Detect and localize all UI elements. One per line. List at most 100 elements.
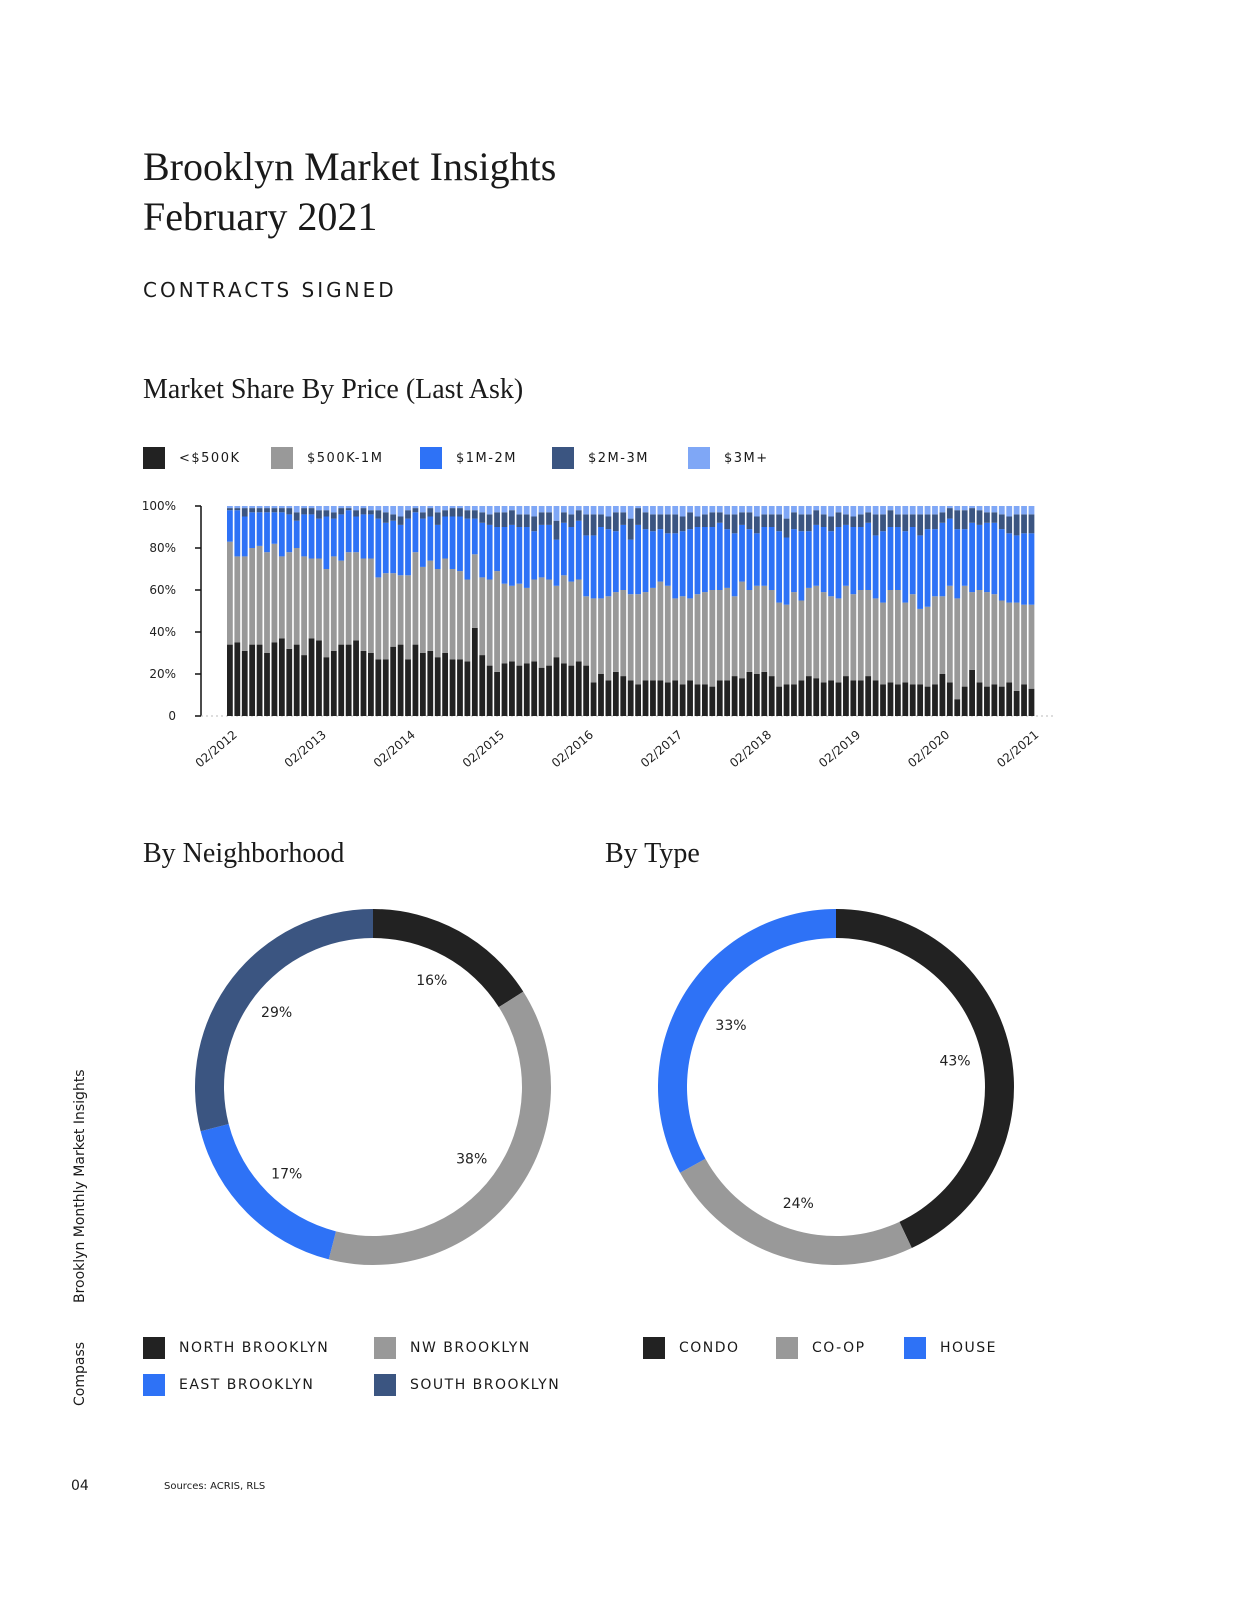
bar-segment xyxy=(575,506,582,511)
bar-segment xyxy=(627,506,634,519)
bar-segment xyxy=(642,680,649,716)
bar-segment xyxy=(932,506,938,515)
bar-segment xyxy=(449,569,456,660)
bar-segment xyxy=(241,556,248,651)
bar-segment xyxy=(234,506,241,509)
page-title: Brooklyn Market Insights February 2021 xyxy=(143,142,556,242)
bar-segment xyxy=(390,520,397,574)
bar-segment xyxy=(724,514,731,530)
bar-segment xyxy=(494,512,500,527)
bar-segment xyxy=(353,640,359,716)
legend-label: SOUTH BROOKLYN xyxy=(410,1377,561,1393)
bar-segment xyxy=(642,506,649,513)
bar-segment xyxy=(872,506,879,515)
bar-segment xyxy=(464,506,471,511)
bar-segment xyxy=(657,514,664,530)
bar-segment xyxy=(798,531,805,601)
bar-segment xyxy=(687,512,693,530)
bar-segment xyxy=(271,512,278,544)
bar-segment xyxy=(642,592,649,681)
x-tick-label: 02/2015 xyxy=(460,728,507,771)
bar-segment xyxy=(746,512,753,530)
bar-segment xyxy=(605,680,612,716)
bar-segment xyxy=(761,671,768,716)
bar-segment xyxy=(375,577,382,660)
bar-segment xyxy=(419,566,426,653)
bar-segment xyxy=(575,520,582,580)
bar-segment xyxy=(857,506,864,515)
bar-segment xyxy=(783,506,790,519)
bar-segment xyxy=(880,602,886,685)
bar-segment xyxy=(612,506,619,513)
bar-segment xyxy=(583,535,590,597)
bar-segment xyxy=(902,531,909,603)
bar-segment xyxy=(360,508,367,515)
bar-segment xyxy=(635,524,642,595)
bar-segment xyxy=(330,506,337,513)
bar-segment xyxy=(405,518,411,576)
bar-segment xyxy=(612,512,619,532)
bar-segment xyxy=(843,524,849,586)
bar-segment xyxy=(620,590,627,677)
bar-segment xyxy=(850,516,857,527)
bar-segment xyxy=(791,592,797,685)
bar-segment xyxy=(575,579,582,662)
bar-segment xyxy=(434,506,441,513)
bar-segment xyxy=(464,661,471,716)
bar-segment xyxy=(1006,533,1013,603)
bar-segment xyxy=(939,522,946,597)
legend-swatch xyxy=(374,1337,396,1359)
bar-segment xyxy=(902,514,909,532)
bar-segment xyxy=(323,657,330,716)
bar-segment xyxy=(598,514,604,527)
bar-segment xyxy=(1013,506,1020,515)
bar-segment xyxy=(731,533,738,597)
bar-segment xyxy=(427,516,434,561)
bar-segment xyxy=(894,684,901,716)
bar-segment xyxy=(791,506,797,513)
legend-label: CONDO xyxy=(679,1340,740,1356)
bar-segment xyxy=(694,527,701,595)
bar-segment xyxy=(560,512,567,523)
bar-segment xyxy=(946,682,953,716)
bar-segment xyxy=(746,590,753,672)
bar-segment xyxy=(850,527,857,595)
bar-segment xyxy=(360,506,367,509)
bar-segment xyxy=(894,514,901,527)
slice-label: 24% xyxy=(783,1196,814,1212)
bar-segment xyxy=(828,596,834,681)
x-tick-label: 02/2013 xyxy=(282,728,329,771)
donut-slice xyxy=(328,991,552,1265)
bar-segment xyxy=(516,583,523,666)
bar-segment xyxy=(857,680,864,716)
bar-segment xyxy=(672,680,679,716)
bar-segment xyxy=(553,506,560,521)
bar-segment xyxy=(471,554,478,628)
slice-label: 38% xyxy=(456,1152,487,1168)
bar-segment xyxy=(954,506,961,511)
bar-segment xyxy=(419,518,426,567)
bar-segment xyxy=(783,518,790,538)
bar-segment xyxy=(635,508,642,525)
bar-segment xyxy=(961,585,968,687)
bar-segment xyxy=(791,529,797,593)
publication-name: Brooklyn Monthly Market Insights xyxy=(72,1069,88,1303)
bar-segment xyxy=(323,510,330,517)
bar-segment xyxy=(479,577,486,656)
bar-segment xyxy=(991,684,998,716)
x-tick-label: 02/2017 xyxy=(638,728,685,771)
bar-segment xyxy=(984,592,990,687)
bar-segment xyxy=(835,506,842,513)
bar-segment xyxy=(1028,604,1035,689)
bar-segment xyxy=(419,653,426,716)
bar-segment xyxy=(234,508,241,511)
bar-segment xyxy=(709,590,716,687)
bar-segment xyxy=(278,512,285,557)
legend-item: $1M-2M xyxy=(420,447,517,469)
bar-segment xyxy=(316,506,322,511)
bar-segment xyxy=(368,653,374,716)
bar-segment xyxy=(264,508,270,513)
bar-segment xyxy=(1021,604,1027,685)
bar-segment xyxy=(679,516,686,532)
bar-segment xyxy=(338,508,345,515)
